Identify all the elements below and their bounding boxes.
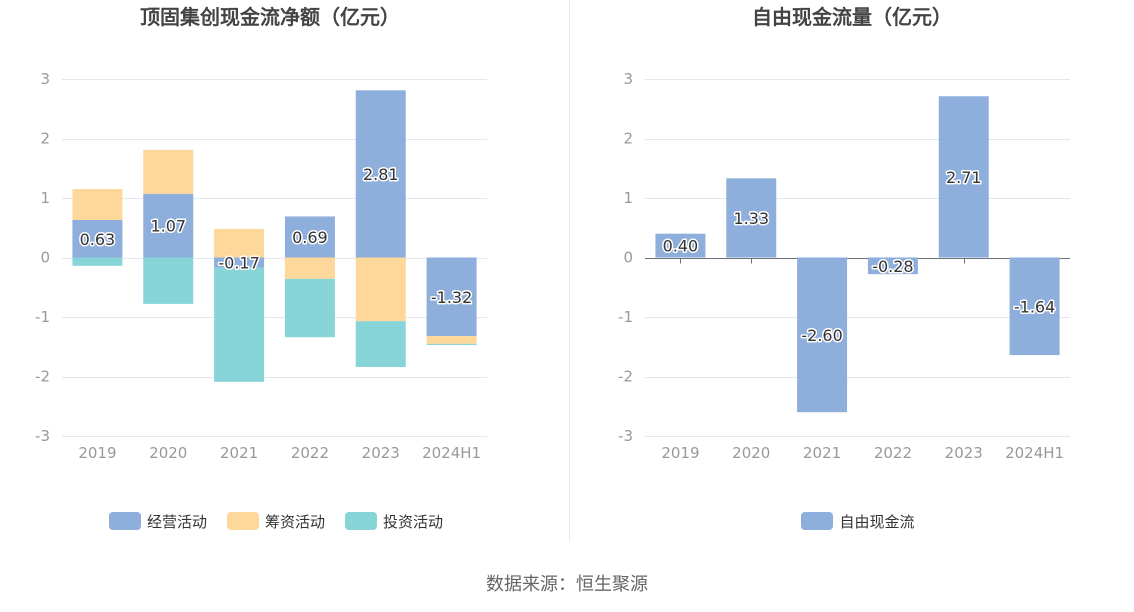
legend-swatch [345, 512, 377, 530]
legend-item[interactable]: 筹资活动 [226, 511, 325, 532]
legend-item[interactable]: 自由现金流 [801, 511, 915, 532]
bar-2022[interactable] [867, 257, 918, 275]
bar-segment-2022[interactable] [284, 257, 335, 279]
legend-swatch [108, 512, 141, 530]
x-tick-label: 2022 [874, 444, 912, 462]
data-label: 0.63 [80, 230, 116, 249]
legend-swatch [801, 512, 834, 530]
cashflow-chart-panel: 顶固集创现金流净额（亿元） 3 2 1 0 -1 -2 -3 0.63 1.07 -0.17 0.6… [0, 0, 569, 545]
data-label: -2.60 [801, 326, 842, 345]
legend-label: 投资活动 [383, 512, 444, 531]
x-tick-label: 2020 [732, 444, 770, 462]
legend-label: 筹资活动 [264, 512, 325, 531]
y-tick-label: -1 [35, 308, 50, 326]
data-label: -1.64 [1014, 297, 1055, 316]
bars [655, 96, 1060, 413]
bar-segment-2023[interactable] [355, 321, 406, 367]
y-tick-label: 2 [623, 130, 633, 148]
x-tick-label: 2019 [78, 444, 116, 462]
x-tick-label: 2024H1 [1005, 444, 1064, 462]
x-tick-label: 2023 [945, 444, 983, 462]
bar-segment-2021[interactable] [214, 257, 265, 268]
bar-segment-2024H1[interactable] [426, 343, 477, 345]
data-label: -0.28 [872, 257, 913, 276]
data-source-note: 数据来源：恒生聚源 [486, 574, 648, 595]
bar-2020[interactable] [726, 178, 777, 258]
x-tick-label: 2024H1 [422, 444, 481, 462]
chart-title: 自由现金流量（亿元） [752, 5, 952, 29]
y-tick-label: -3 [35, 427, 50, 445]
bar-segment-2024H1[interactable] [426, 257, 477, 337]
y-tick-label: -2 [618, 368, 633, 386]
x-axis-labels: 2019 2020 2021 2022 2023 2024H1 [78, 444, 481, 462]
legend-item[interactable]: 经营活动 [108, 511, 207, 532]
x-tick-label: 2019 [661, 444, 699, 462]
bar-2024H1[interactable] [1009, 257, 1060, 356]
chart-legend: 自由现金流 [582, 511, 1134, 531]
bar-segment-2021[interactable] [214, 267, 265, 382]
bar-segment-2019[interactable] [72, 189, 123, 221]
bar-segment-2023[interactable] [355, 257, 406, 322]
chart-legend: 经营活动 筹资活动 投资活动 [0, 511, 552, 531]
legend-label: 经营活动 [146, 512, 207, 531]
y-tick-label: 0 [40, 249, 50, 267]
y-tick-label: -1 [618, 308, 633, 326]
panel-divider [569, 0, 570, 541]
legend-item[interactable]: 投资活动 [345, 511, 443, 532]
x-tick-label: 2023 [362, 444, 400, 462]
bars [72, 90, 477, 382]
cashflow-stacked-bar-chart: 3 2 1 0 -1 -2 -3 0.63 1.07 -0.17 0.69 2.81 -1.32 2019… [35, 70, 487, 462]
bar-2021[interactable] [797, 257, 848, 413]
data-label: -0.17 [218, 254, 259, 273]
data-labels: 0.40 1.33 -2.60 -0.28 2.71 -1.64 [661, 166, 1057, 346]
free-cashflow-bar-chart: 3 2 1 0 -1 -2 -3 0.40 1.33 -2.60 -0.28 2.71 -1.64 201… [618, 70, 1070, 462]
bar-segment-2019[interactable] [72, 220, 123, 258]
y-tick-label: -3 [618, 427, 633, 445]
data-label: 2.81 [363, 165, 399, 184]
bar-2019[interactable] [655, 233, 706, 258]
x-tick-label: 2021 [803, 444, 841, 462]
x-tick-label: 2021 [220, 444, 258, 462]
data-label: 2.71 [946, 168, 982, 187]
legend-label: 自由现金流 [839, 512, 915, 531]
legend-swatch [226, 512, 259, 530]
y-tick-label: 3 [40, 70, 50, 88]
bar-segment-2022[interactable] [284, 278, 335, 338]
y-tick-label: 2 [40, 130, 50, 148]
y-tick-label: 1 [40, 189, 50, 207]
y-tick-label: -2 [35, 368, 50, 386]
free-cashflow-chart-panel: 自由现金流量（亿元） 3 2 1 0 -1 -2 -3 0.40 1.33 -2.60 -0.28 2… [570, 0, 1134, 545]
bar-segment-2024H1[interactable] [426, 336, 477, 344]
chart-title: 顶固集创现金流净额（亿元） [140, 5, 400, 29]
grid [62, 79, 487, 437]
data-label: 1.33 [733, 209, 769, 228]
bar-segment-2020[interactable] [143, 257, 194, 304]
y-tick-label: 1 [623, 189, 633, 207]
data-label: 0.40 [663, 237, 699, 256]
x-axis-labels: 2019 2020 2021 2022 2023 2024H1 [661, 444, 1064, 462]
data-label: 1.07 [150, 217, 186, 236]
bar-segment-2021[interactable] [214, 228, 265, 258]
data-label: 0.69 [292, 228, 328, 247]
x-axis [645, 258, 1070, 264]
y-tick-label: 3 [623, 70, 633, 88]
bar-segment-2020[interactable] [143, 193, 194, 258]
data-label: -1.32 [431, 288, 472, 307]
x-tick-label: 2022 [291, 444, 329, 462]
bar-segment-2019[interactable] [72, 257, 123, 266]
y-tick-label: 0 [623, 249, 633, 267]
bar-segment-2023[interactable] [355, 90, 406, 258]
x-tick-label: 2020 [149, 444, 187, 462]
bar-2023[interactable] [938, 96, 989, 258]
bar-segment-2020[interactable] [143, 149, 194, 194]
data-labels: 0.63 1.07 -0.17 0.69 2.81 -1.32 [78, 163, 474, 308]
bar-segment-2022[interactable] [284, 216, 335, 258]
